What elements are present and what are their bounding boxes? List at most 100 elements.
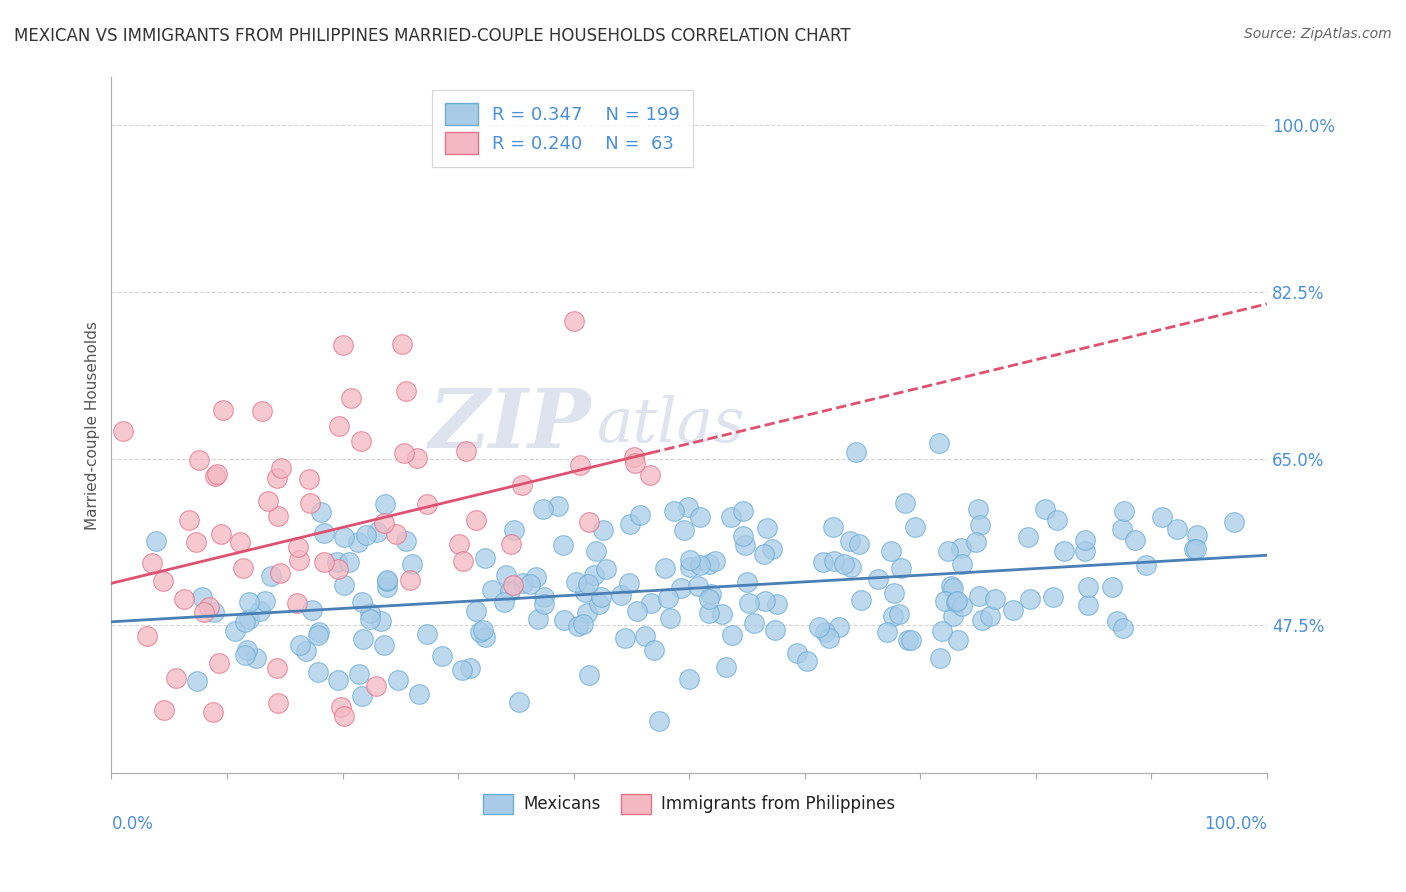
Point	[458, 661, 481, 675]
Point	[1182, 542, 1205, 557]
Point	[761, 542, 783, 557]
Point	[474, 551, 496, 566]
Point	[654, 561, 676, 575]
Point	[969, 517, 991, 532]
Point	[984, 591, 1007, 606]
Point	[326, 673, 349, 687]
Point	[253, 594, 276, 608]
Point	[332, 337, 354, 351]
Point	[266, 696, 288, 710]
Point	[301, 603, 323, 617]
Point	[285, 596, 308, 610]
Point	[700, 587, 723, 601]
Point	[588, 597, 610, 611]
Point	[619, 517, 641, 532]
Point	[720, 510, 742, 524]
Point	[366, 524, 388, 539]
Point	[592, 523, 614, 537]
Point	[387, 673, 409, 687]
Point	[1111, 522, 1133, 536]
Point	[941, 579, 963, 593]
Point	[201, 705, 224, 719]
Point	[1046, 513, 1069, 527]
Y-axis label: Married-couple Households: Married-couple Households	[86, 321, 100, 530]
Point	[145, 534, 167, 549]
Point	[591, 591, 613, 605]
Point	[845, 444, 868, 458]
Point	[849, 593, 872, 607]
Point	[553, 613, 575, 627]
Point	[350, 434, 373, 448]
Point	[326, 555, 349, 569]
Point	[385, 527, 408, 541]
Point	[245, 651, 267, 665]
Point	[735, 575, 758, 590]
Point	[839, 534, 862, 549]
Point	[876, 625, 898, 640]
Point	[508, 695, 530, 709]
Point	[153, 703, 176, 717]
Point	[703, 554, 725, 568]
Point	[630, 508, 652, 523]
Point	[567, 619, 589, 633]
Point	[233, 648, 256, 662]
Point	[501, 537, 523, 551]
Point	[526, 613, 548, 627]
Point	[900, 632, 922, 647]
Point	[198, 599, 221, 614]
Point	[1185, 542, 1208, 557]
Text: Source: ZipAtlas.com: Source: ZipAtlas.com	[1244, 27, 1392, 41]
Point	[1114, 504, 1136, 518]
Point	[250, 404, 273, 418]
Point	[533, 590, 555, 604]
Point	[454, 444, 477, 458]
Point	[492, 594, 515, 608]
Point	[979, 608, 1001, 623]
Point	[353, 632, 375, 646]
Point	[193, 605, 215, 619]
Point	[814, 625, 837, 640]
Point	[946, 632, 969, 647]
Point	[188, 453, 211, 467]
Point	[260, 569, 283, 583]
Point	[582, 567, 605, 582]
Point	[531, 502, 554, 516]
Point	[568, 458, 591, 473]
Point	[742, 615, 765, 630]
Point	[823, 553, 845, 567]
Point	[752, 547, 775, 561]
Point	[519, 577, 541, 591]
Point	[623, 450, 645, 464]
Point	[288, 553, 311, 567]
Point	[766, 597, 789, 611]
Point	[934, 594, 956, 608]
Point	[186, 674, 208, 689]
Point	[112, 424, 135, 438]
Point	[451, 554, 474, 568]
Point	[1185, 527, 1208, 541]
Point	[205, 467, 228, 481]
Point	[673, 523, 696, 537]
Point	[232, 561, 254, 575]
Point	[731, 503, 754, 517]
Point	[624, 456, 647, 470]
Point	[754, 594, 776, 608]
Point	[950, 557, 973, 571]
Text: MEXICAN VS IMMIGRANTS FROM PHILIPPINES MARRIED-COUPLE HOUSEHOLDS CORRELATION CHA: MEXICAN VS IMMIGRANTS FROM PHILIPPINES M…	[14, 27, 851, 45]
Point	[432, 649, 454, 664]
Point	[610, 588, 633, 602]
Point	[212, 402, 235, 417]
Point	[395, 533, 418, 548]
Point	[931, 624, 953, 639]
Point	[1222, 516, 1244, 530]
Point	[233, 615, 256, 629]
Point	[266, 661, 288, 675]
Point	[314, 555, 336, 569]
Point	[236, 642, 259, 657]
Point	[328, 419, 350, 434]
Point	[416, 627, 439, 641]
Point	[229, 535, 252, 549]
Point	[356, 528, 378, 542]
Point	[330, 700, 353, 714]
Point	[626, 604, 648, 618]
